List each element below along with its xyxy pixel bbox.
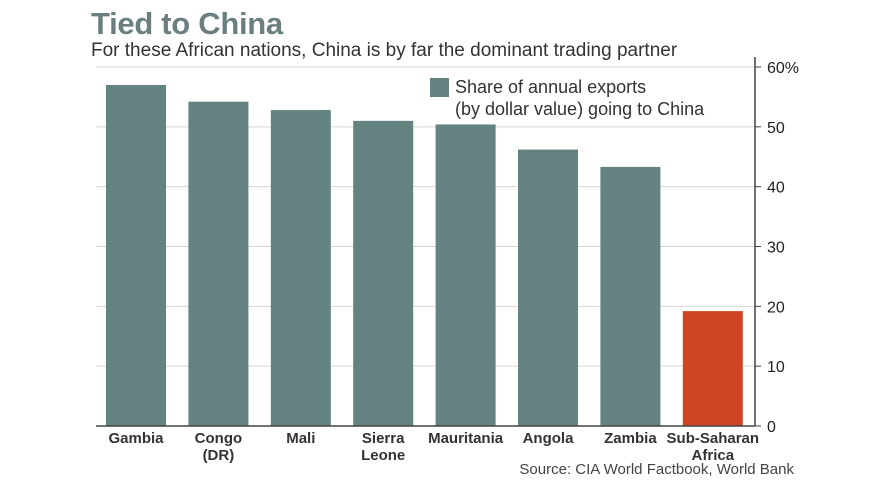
y-tick-label-5: 50 <box>767 120 785 137</box>
chart-title: Tied to China <box>91 6 283 41</box>
x-tick-label-1-0: Congo <box>195 430 242 447</box>
bar-6 <box>600 166 661 426</box>
x-tick-label-7-1: Africa <box>692 447 735 464</box>
x-tick-label-3-0: Sierra <box>362 430 405 447</box>
y-tick-label-4: 40 <box>767 180 785 197</box>
bar-1 <box>188 101 249 426</box>
bar-7 <box>682 311 743 426</box>
source-note: Source: CIA World Factbook, World Bank <box>519 461 794 478</box>
y-tick-label-0: 0 <box>767 419 776 436</box>
bar-2 <box>270 110 331 426</box>
y-tick-label-1: 10 <box>767 359 785 376</box>
y-tick-label-6: 60% <box>767 60 799 77</box>
y-tick-label-3: 30 <box>767 240 785 257</box>
x-tick-label-0-0: Gambia <box>108 430 164 447</box>
bar-3 <box>353 120 414 426</box>
legend-label-0: Share of annual exports <box>455 77 646 97</box>
chart-subtitle: For these African nations, China is by f… <box>91 40 678 61</box>
bar-4 <box>435 124 496 426</box>
x-tick-label-6-0: Zambia <box>604 430 657 447</box>
x-tick-label-4-0: Mauritania <box>428 430 504 447</box>
bar-0 <box>106 84 166 426</box>
bar-5 <box>518 149 578 426</box>
x-tick-label-7-0: Sub-Saharan <box>667 430 760 447</box>
y-tick-label-2: 20 <box>767 299 785 316</box>
x-tick-label-1-1: (DR) <box>203 447 235 464</box>
legend-label-1: (by dollar value) going to China <box>455 99 705 119</box>
legend-swatch <box>430 78 449 97</box>
x-tick-label-5-0: Angola <box>523 430 574 447</box>
x-tick-label-3-1: Leone <box>361 447 405 464</box>
x-tick-label-2-0: Mali <box>286 430 315 447</box>
